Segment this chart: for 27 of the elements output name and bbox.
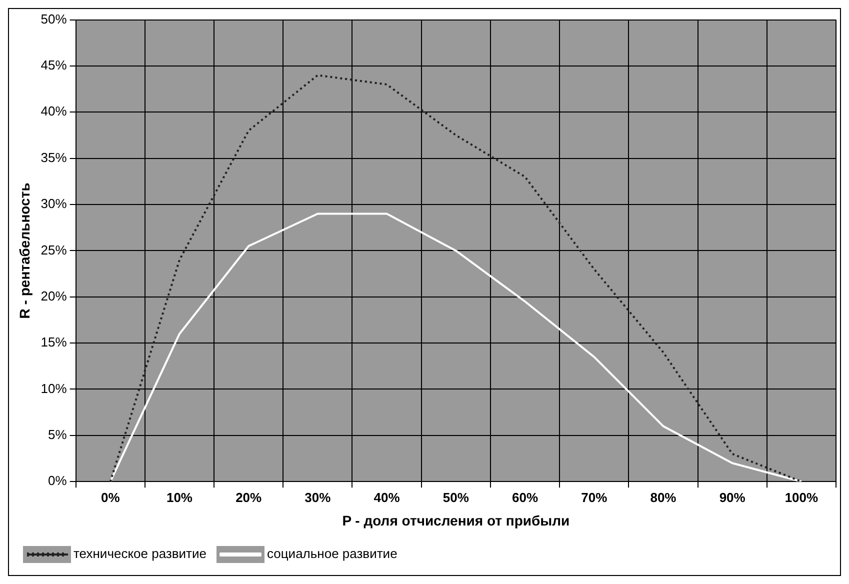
y-tick-label: 0% <box>48 473 68 488</box>
x-tick-label: 60% <box>512 490 538 505</box>
y-tick-label: 45% <box>40 58 68 73</box>
y-tick-label: 50% <box>40 11 68 26</box>
x-tick-label: 30% <box>304 490 332 505</box>
legend-label: техническое развитие <box>74 546 206 562</box>
y-tick-label: 30% <box>40 196 68 212</box>
y-tick-label: 15% <box>40 334 68 350</box>
x-tick-label: 20% <box>236 490 262 505</box>
x-tick-label: 90% <box>719 490 746 505</box>
legend-label: социальное развитие <box>266 546 398 562</box>
y-tick-label: 25% <box>40 242 68 258</box>
y-tick-label: 40% <box>40 104 68 119</box>
x-axis-title: P - доля отчисления от прибыли <box>342 512 570 528</box>
x-tick-label: 40% <box>374 490 400 505</box>
x-tick-label: 50% <box>442 490 470 505</box>
x-tick-label: 0% <box>100 490 120 505</box>
y-tick-label: 35% <box>40 150 68 165</box>
y-tick-label: 20% <box>40 288 68 304</box>
y-axis-title: R - рентабельность <box>16 182 32 319</box>
y-tick-label: 5% <box>48 427 68 442</box>
x-tick-label: 70% <box>581 490 608 505</box>
x-tick-label: 100% <box>784 490 819 505</box>
line-series <box>109 74 802 482</box>
y-tick-label: 10% <box>40 380 68 396</box>
x-tick-label: 10% <box>166 490 193 505</box>
x-tick-label: 80% <box>650 490 677 505</box>
